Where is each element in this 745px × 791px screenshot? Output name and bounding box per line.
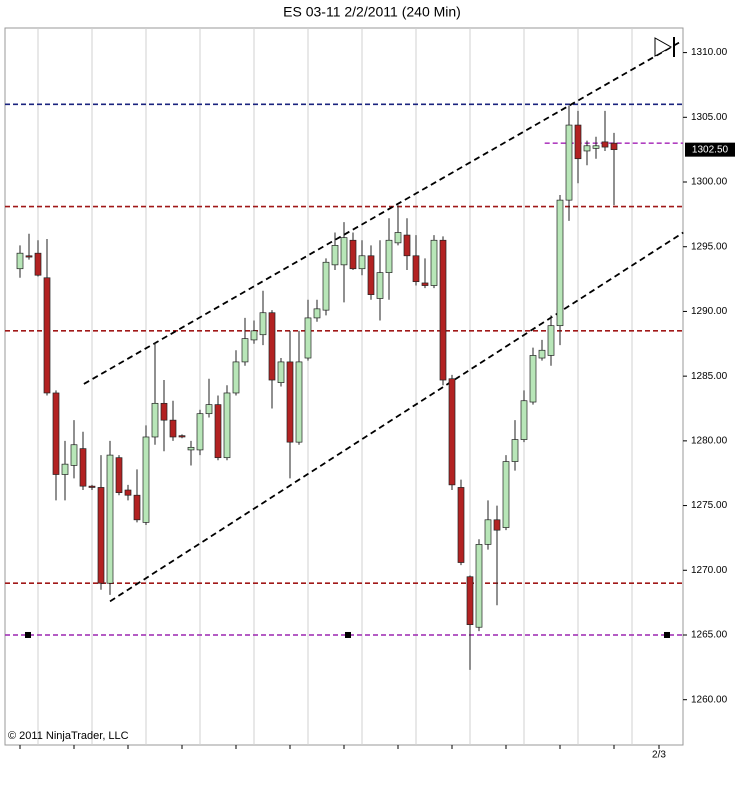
candle-body — [241, 338, 249, 363]
candle-body — [340, 237, 348, 266]
candle-body — [151, 402, 159, 438]
candle-body — [34, 252, 42, 276]
candle-body — [106, 454, 114, 584]
candle-body — [520, 400, 528, 440]
candle-body — [16, 252, 24, 270]
y-tick-label: 1285.00 — [691, 371, 728, 382]
y-tick-label: 1300.00 — [691, 177, 728, 188]
candle-body — [322, 261, 330, 311]
candle-body — [268, 312, 276, 381]
candle-body — [142, 436, 150, 523]
candle-body — [232, 361, 240, 394]
candle-body — [25, 255, 33, 258]
candle-body — [349, 239, 357, 270]
candle-body — [160, 402, 168, 421]
candle-body — [412, 255, 420, 283]
candle-body — [286, 361, 294, 443]
candle-body — [196, 413, 204, 451]
candle-body — [565, 124, 573, 201]
candle-body — [448, 378, 456, 486]
plot — [5, 41, 684, 670]
candle-body — [385, 239, 393, 273]
candle-body — [556, 199, 564, 327]
candle-body — [367, 255, 375, 295]
y-tick-label: 1275.00 — [691, 500, 728, 511]
channel-line — [83, 41, 681, 385]
candle-body — [250, 330, 258, 341]
candle-body — [52, 392, 60, 475]
candle-body — [79, 448, 87, 487]
candle-body — [502, 461, 510, 528]
candle-body — [259, 312, 267, 336]
marker-icon — [654, 37, 673, 57]
candle-body — [277, 361, 285, 383]
y-tick-label: 1270.00 — [691, 565, 728, 576]
y-tick-label: 1295.00 — [691, 241, 728, 252]
anchor-point — [664, 631, 670, 638]
candle-body — [475, 544, 483, 628]
anchor-point — [25, 631, 31, 638]
anchor-point — [345, 631, 351, 638]
candle-body — [394, 232, 402, 244]
candle-body — [466, 576, 474, 625]
candle-body — [484, 519, 492, 545]
candle-body — [187, 446, 195, 451]
candle-body — [421, 282, 429, 286]
candle-body — [223, 392, 231, 459]
candle-body — [493, 519, 501, 531]
y-tick-label: 1265.00 — [691, 630, 728, 641]
candle-body — [61, 463, 69, 475]
x-tick-label: 2/3 — [652, 750, 666, 761]
last-price-box — [685, 142, 735, 157]
candle-body — [538, 349, 546, 359]
candle-body — [529, 355, 537, 403]
candle-body — [583, 145, 591, 152]
candle-body — [205, 404, 213, 415]
candle-body — [295, 361, 303, 443]
candle-body — [304, 317, 312, 359]
candle-body — [331, 245, 339, 266]
copyright: © 2011 NinjaTrader, LLC — [8, 730, 129, 742]
candle-body — [115, 457, 123, 493]
candle-body — [97, 487, 105, 584]
y-tick-label: 1260.00 — [691, 694, 728, 705]
channel-line — [109, 231, 684, 603]
candle-body — [169, 419, 177, 438]
last-price-label: 1302.50 — [692, 144, 729, 155]
candle-body — [313, 308, 321, 319]
candle-body — [214, 404, 222, 459]
candle-body — [439, 239, 447, 381]
y-tick-label: 1305.00 — [691, 112, 728, 123]
y-tick-label: 1290.00 — [691, 306, 728, 317]
candle-body — [376, 272, 384, 299]
candle-body — [358, 255, 366, 270]
chart-title: ES 03-11 2/2/2011 (240 Min) — [283, 4, 461, 20]
candle-body — [43, 277, 51, 394]
candle-body — [547, 325, 555, 356]
candle-body — [70, 444, 78, 466]
y-tick-label: 1280.00 — [691, 435, 728, 446]
candle-body — [511, 439, 519, 462]
candle-body — [178, 435, 186, 438]
candle-body — [601, 141, 609, 148]
candle-body — [88, 485, 96, 488]
candle-body — [574, 124, 582, 160]
y-tick-label: 1310.00 — [691, 47, 728, 58]
candle-body — [403, 234, 411, 257]
candle-body — [124, 489, 132, 496]
candle-body — [457, 487, 465, 563]
candle-body — [430, 239, 438, 286]
candle-body — [133, 494, 141, 521]
candle-body — [592, 145, 600, 149]
candle-body — [610, 142, 618, 151]
